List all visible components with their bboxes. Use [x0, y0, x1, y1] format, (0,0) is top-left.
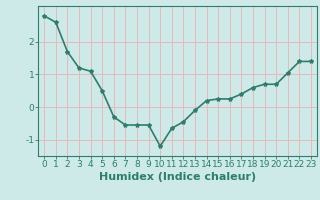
- X-axis label: Humidex (Indice chaleur): Humidex (Indice chaleur): [99, 172, 256, 182]
